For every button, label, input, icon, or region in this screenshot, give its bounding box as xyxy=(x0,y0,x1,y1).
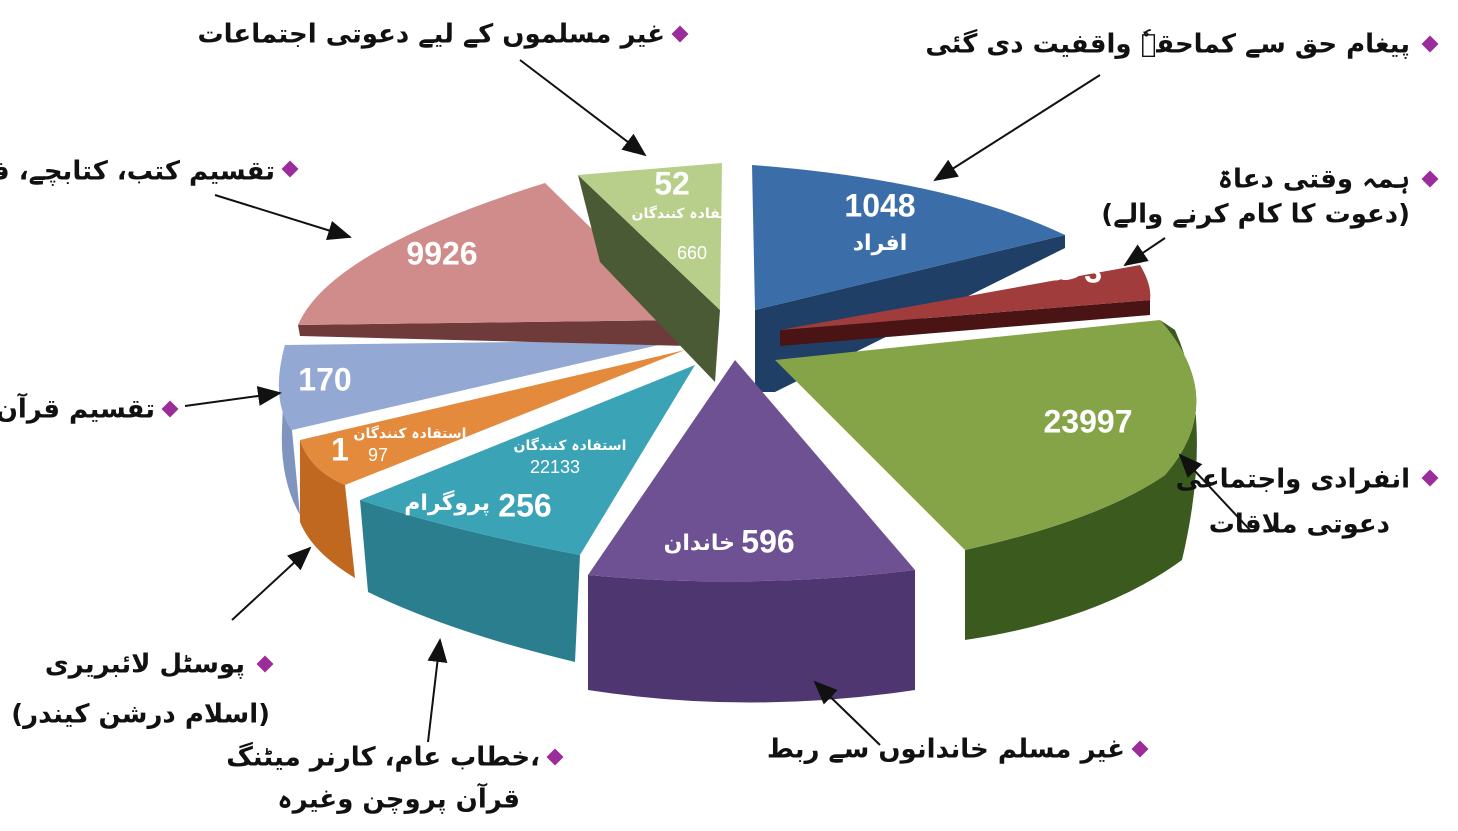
label: ہمہ وقتی دعاۃ xyxy=(1218,165,1410,195)
slice xyxy=(780,265,1151,330)
arrow xyxy=(813,680,881,746)
label: (دعوت کا کام کرنے والے) xyxy=(1101,200,1410,230)
bullet xyxy=(546,748,564,766)
unit: عدد xyxy=(1041,261,1080,286)
value: 23997 xyxy=(1044,403,1133,439)
arrow xyxy=(427,638,448,743)
arrow xyxy=(214,194,352,241)
bullet xyxy=(1421,35,1439,53)
label: غیر مسلم خاندانوں سے ربط xyxy=(767,735,1125,765)
slice xyxy=(300,350,685,485)
label: پیغام حق سے کماحقہٗ واقفیت دی گئی xyxy=(925,29,1410,60)
value: 170 xyxy=(298,361,351,397)
slice xyxy=(298,183,685,325)
value: 1 xyxy=(331,431,349,467)
label: خطاب عام، کارنر میٹنگ، xyxy=(226,742,540,773)
slice xyxy=(752,165,1065,310)
bullet xyxy=(256,655,274,673)
sub-value: 97 xyxy=(368,445,388,465)
slice-values: 1048 افراد 3 عدد 23997 596 خاندان 256 پر… xyxy=(298,165,1132,559)
slice-side xyxy=(780,300,1150,346)
slice-side xyxy=(298,320,688,346)
slice-side xyxy=(588,570,915,703)
value: 1048 xyxy=(844,187,915,223)
slice-side xyxy=(278,345,300,515)
bullet xyxy=(281,160,299,178)
sub-label: استفادہ کنندگان xyxy=(632,205,745,222)
bullet xyxy=(1421,469,1439,487)
slice-side xyxy=(965,320,1197,640)
sub-value: 660 xyxy=(677,243,707,263)
slice xyxy=(360,365,695,555)
unit: پروگرام xyxy=(404,489,490,516)
slice-side xyxy=(360,500,580,662)
sub-label: استفادہ کنندگان xyxy=(514,437,627,454)
arrow xyxy=(1123,237,1166,267)
pie-slices xyxy=(278,163,1197,703)
slice xyxy=(775,320,1197,550)
arrow xyxy=(231,546,312,621)
label: غیر مسلموں کے لیے دعوتی اجتماعات xyxy=(198,20,665,50)
bullet xyxy=(671,25,689,43)
unit: افراد xyxy=(853,231,907,256)
value: 256 xyxy=(498,487,551,523)
label: انفرادی واجتماعی xyxy=(1176,465,1410,495)
label: تقسیم کتب، کتابچے، فولڈرس xyxy=(0,157,275,187)
value: 52 xyxy=(654,165,690,201)
sub-value: 22133 xyxy=(530,457,580,477)
slice xyxy=(278,340,680,430)
value: 596 xyxy=(741,523,794,559)
value: 3 xyxy=(1084,253,1102,289)
slice xyxy=(588,360,915,582)
label: (اسلام درشن کیندر) xyxy=(11,700,270,730)
label: تقسیم قرآن مجید xyxy=(0,393,155,425)
bullet xyxy=(1131,740,1149,758)
arrow xyxy=(1178,453,1251,531)
arrow xyxy=(933,74,1101,182)
value: 9926 xyxy=(406,235,477,271)
label: دعوتی ملاقات xyxy=(1209,510,1390,540)
slice-side xyxy=(300,440,355,578)
arrow xyxy=(519,59,647,157)
slice-side xyxy=(578,175,720,382)
bullet xyxy=(161,400,179,418)
label: پوسٹل لائبریری xyxy=(45,650,245,680)
callouts xyxy=(184,59,1251,746)
sub-label: استفادہ کنندگان xyxy=(354,425,467,442)
unit: خاندان xyxy=(664,531,735,556)
labels: پیغام حق سے کماحقہٗ واقفیت دی گئی ہمہ وق… xyxy=(0,20,1410,815)
slice xyxy=(578,163,722,310)
label: قرآن پروچن وغیرہ xyxy=(277,783,520,815)
arrow xyxy=(184,386,282,407)
bullet xyxy=(1421,170,1439,188)
